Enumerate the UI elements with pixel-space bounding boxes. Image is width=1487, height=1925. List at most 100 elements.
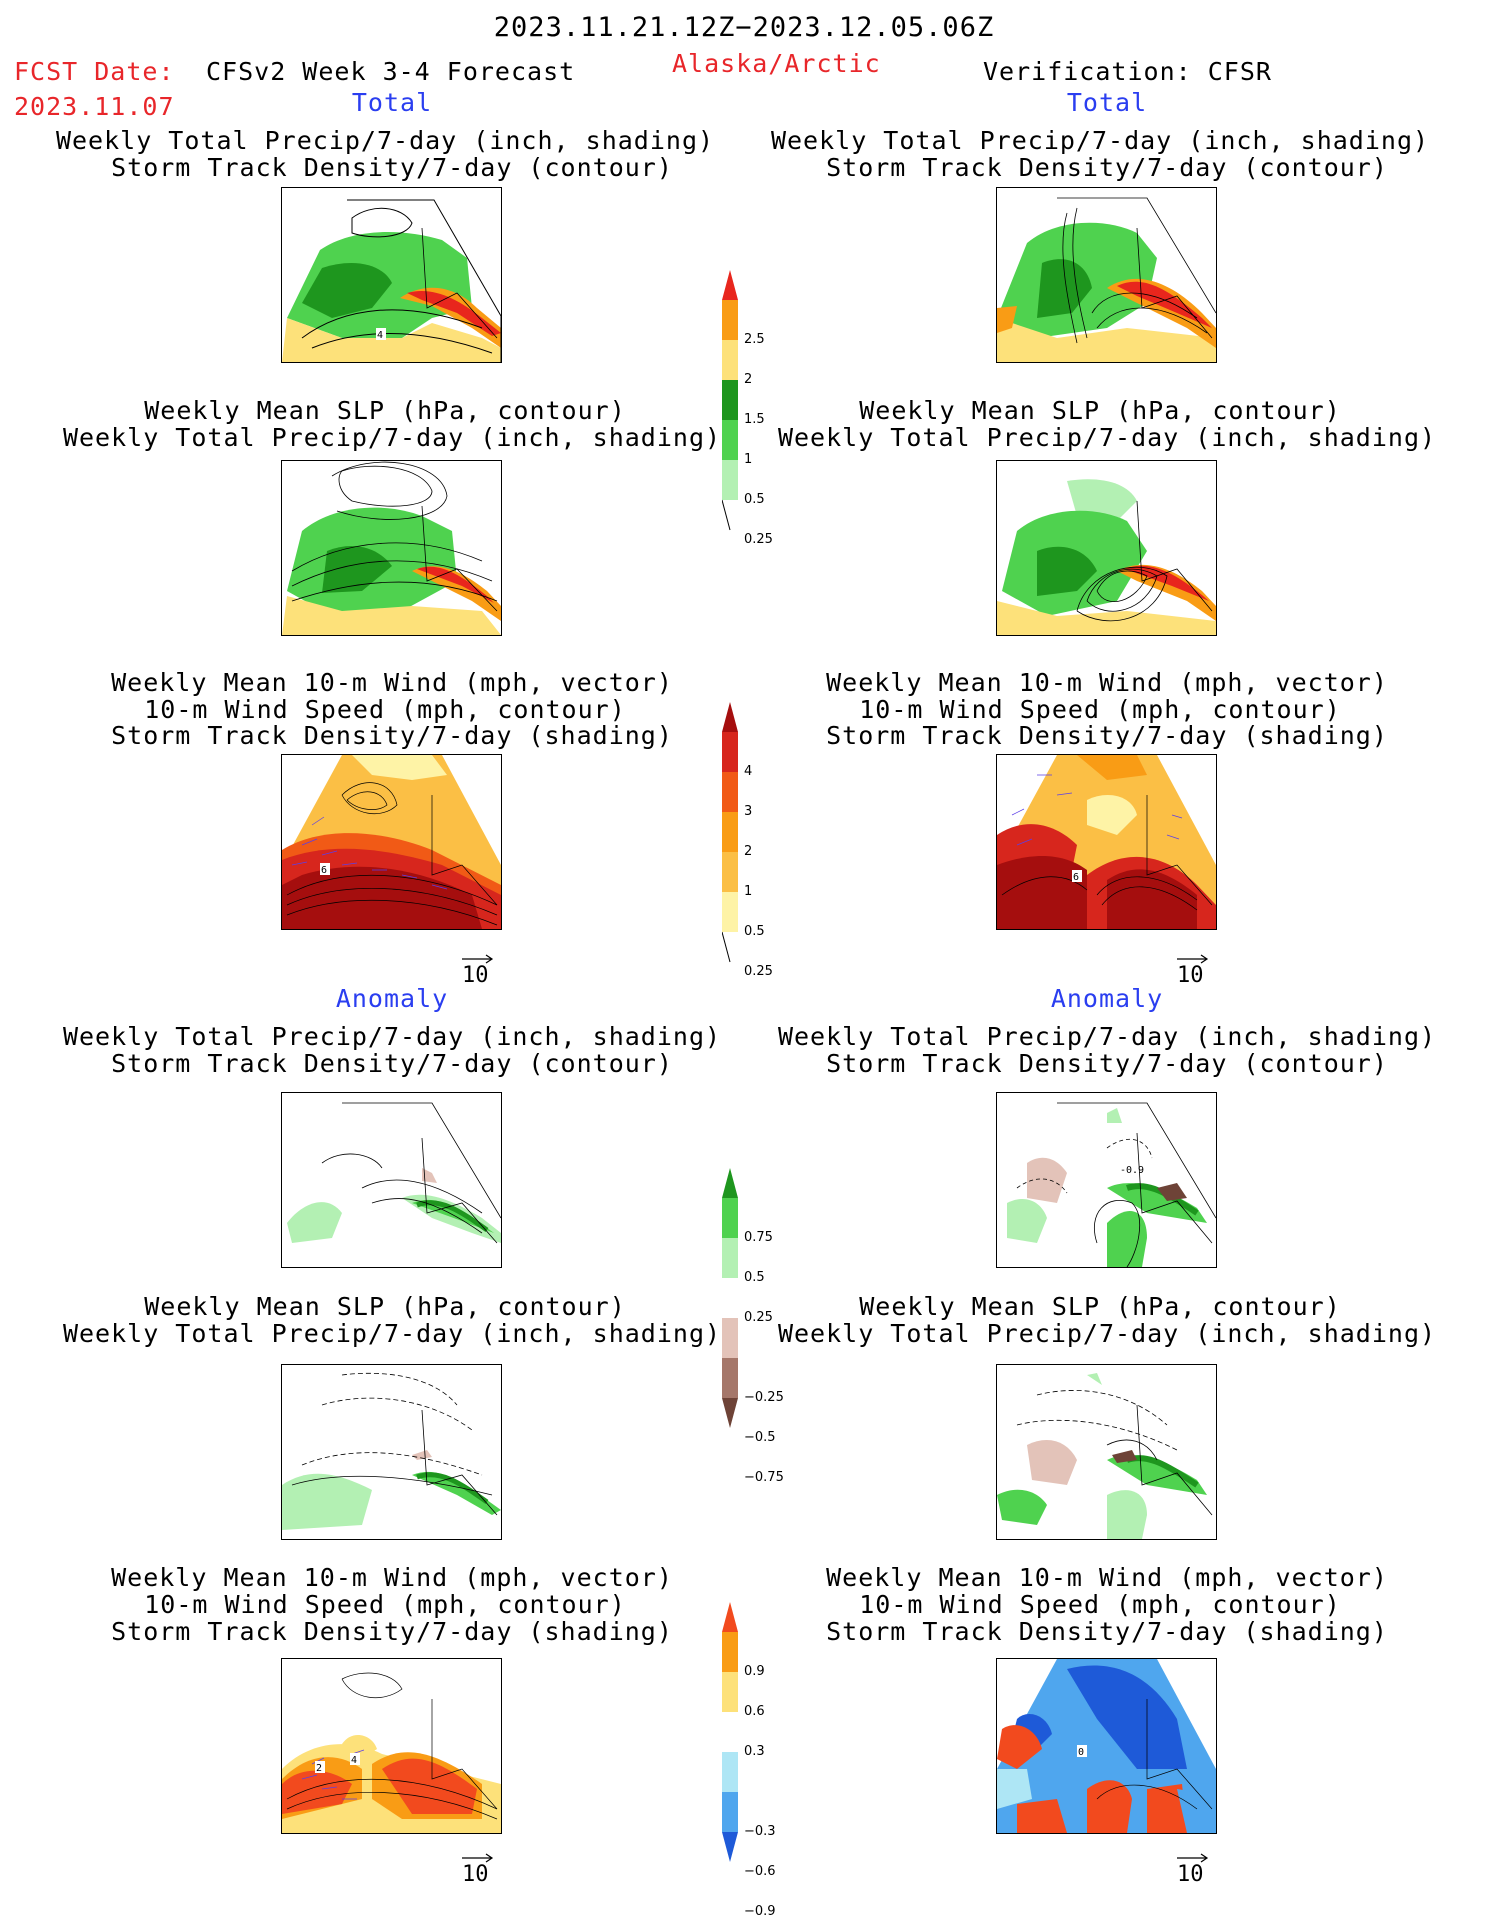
- colorbar-tick-label: 0.25: [744, 964, 773, 979]
- colorbar-tick-label: 0.5: [744, 1270, 765, 1285]
- product-title: CFSv2 Week 3-4 Forecast: [206, 57, 576, 86]
- title-r6-a: Weekly Mean 10-m Wind (mph, vector): [826, 1563, 1388, 1592]
- vector-ref-l-total: 10: [462, 954, 494, 988]
- colorbar-top-triangle: [722, 1168, 738, 1198]
- title-r2-a: Weekly Mean SLP (hPa, contour): [859, 396, 1341, 425]
- map-left-total-precip-storm: 4: [281, 187, 502, 363]
- colorbar-segment: [722, 1238, 738, 1278]
- map-right-total-wind: 6: [996, 754, 1217, 930]
- colorbar-tick-label: 0.5: [744, 924, 765, 939]
- title-l1-b: Storm Track Density/7-day (contour): [111, 153, 673, 182]
- colorbar-segment: [722, 1752, 738, 1792]
- colorbar-tick-label: −0.25: [744, 1390, 784, 1405]
- section-total-left: Total: [351, 88, 433, 117]
- title-r2-b: Weekly Total Precip/7-day (inch, shading…: [777, 423, 1437, 452]
- map-label: -0.9: [1120, 1165, 1144, 1176]
- title-r1-a: Weekly Total Precip/7-day (inch, shading…: [770, 126, 1430, 155]
- title-r4-a: Weekly Total Precip/7-day (inch, shading…: [777, 1022, 1437, 1051]
- vector-ref-label: 10: [1177, 963, 1204, 988]
- map-left-anom-precip-storm: [281, 1092, 502, 1268]
- colorbar-segment: [722, 420, 738, 460]
- colorbar-bottom-triangle: [722, 1398, 738, 1428]
- title-r6-c: Storm Track Density/7-day (shading): [826, 1617, 1388, 1646]
- colorbar-segment: [722, 1792, 738, 1832]
- colorbar-segment: [722, 1278, 738, 1318]
- colorbar-segment: [722, 732, 738, 772]
- title-r5-a: Weekly Mean SLP (hPa, contour): [859, 1292, 1341, 1321]
- colorbar-segment: [722, 1712, 738, 1752]
- title-l5-b: Weekly Total Precip/7-day (inch, shading…: [62, 1319, 722, 1348]
- colorbar-storm-anomaly: 0.9 0.6 0.3 −0.3 −0.6 −0.9: [722, 1602, 802, 1919]
- colorbar-precip-total: 2.5 2 1.5 1 0.5 0.25: [722, 270, 802, 555]
- colorbar-segment: [722, 1198, 738, 1238]
- colorbar-segment: [722, 892, 738, 932]
- vector-ref-label: 10: [1177, 1862, 1204, 1887]
- colorbar-segment: [722, 1632, 738, 1672]
- colorbar-tail: [722, 499, 731, 531]
- vector-ref-r-total: 10: [1177, 954, 1209, 988]
- map-right-anom-precip-storm: -0.9: [996, 1092, 1217, 1268]
- colorbar-tail: [722, 931, 731, 963]
- title-r4-b: Storm Track Density/7-day (contour): [826, 1049, 1388, 1078]
- colorbar-tick-label: −0.6: [744, 1864, 776, 1879]
- title-r3-c: Storm Track Density/7-day (shading): [826, 721, 1388, 750]
- colorbar-tick-label: 1: [744, 884, 753, 899]
- title-r3-b: 10-m Wind Speed (mph, contour): [859, 695, 1341, 724]
- title-l3-c: Storm Track Density/7-day (shading): [111, 721, 673, 750]
- map-right-total-slp-precip: [996, 460, 1217, 636]
- colorbar-segment: [722, 812, 738, 852]
- map-label: 0: [1078, 1747, 1084, 1758]
- fcst-date-label: FCST Date:: [14, 57, 175, 86]
- vector-ref-label: 10: [462, 1862, 489, 1887]
- section-total-right: Total: [1066, 88, 1148, 117]
- map-left-anom-slp-precip: [281, 1364, 502, 1540]
- map-label: 4: [377, 330, 383, 341]
- map-right-total-precip-storm: [996, 187, 1217, 363]
- section-anomaly-left: Anomaly: [335, 984, 449, 1013]
- colorbar-tick-label: −0.75: [744, 1470, 784, 1485]
- title-l6-a: Weekly Mean 10-m Wind (mph, vector): [111, 1563, 673, 1592]
- colorbar-bottom-triangle: [722, 1832, 738, 1862]
- title-r1-b: Storm Track Density/7-day (contour): [826, 153, 1388, 182]
- map-label: 2: [316, 1763, 322, 1774]
- fcst-date-value: 2023.11.07: [14, 92, 175, 121]
- title-l1-a: Weekly Total Precip/7-day (inch, shading…: [55, 126, 715, 155]
- colorbar-segment: [722, 1358, 738, 1398]
- title-l3-b: 10-m Wind Speed (mph, contour): [144, 695, 626, 724]
- colorbar-segment: [722, 340, 738, 380]
- colorbar-tick-label: 2.5: [744, 332, 765, 347]
- colorbar-segment: [722, 1672, 738, 1712]
- title-l6-b: 10-m Wind Speed (mph, contour): [144, 1590, 626, 1619]
- colorbar-tick-label: −0.3: [744, 1824, 776, 1839]
- verification-label: Verification: CFSR: [983, 57, 1272, 86]
- map-left-total-slp-precip: [281, 460, 502, 636]
- colorbar-tick-label: 1: [744, 452, 753, 467]
- region-title: Alaska/Arctic: [672, 49, 881, 78]
- colorbar-tick-label: 4: [744, 764, 753, 779]
- colorbar-tick-label: 0.3: [744, 1744, 765, 1759]
- colorbar-segment: [722, 460, 738, 500]
- title-l4-b: Storm Track Density/7-day (contour): [111, 1049, 673, 1078]
- title-l2-a: Weekly Mean SLP (hPa, contour): [144, 396, 626, 425]
- title-l3-a: Weekly Mean 10-m Wind (mph, vector): [111, 668, 673, 697]
- title-r5-b: Weekly Total Precip/7-day (inch, shading…: [777, 1319, 1437, 1348]
- title-r3-a: Weekly Mean 10-m Wind (mph, vector): [826, 668, 1388, 697]
- map-right-anom-wind: 0: [996, 1658, 1217, 1834]
- colorbar-segment: [722, 772, 738, 812]
- colorbar-tick-label: 0.25: [744, 1310, 773, 1325]
- title-l2-b: Weekly Total Precip/7-day (inch, shading…: [62, 423, 722, 452]
- map-left-total-wind: 6: [281, 754, 502, 930]
- vector-ref-r-anom: 10: [1177, 1853, 1209, 1887]
- colorbar-tick-label: 0.75: [744, 1230, 773, 1245]
- title-r6-b: 10-m Wind Speed (mph, contour): [859, 1590, 1341, 1619]
- vector-ref-label: 10: [462, 963, 489, 988]
- colorbar-tick-label: 0.6: [744, 1704, 765, 1719]
- colorbar-segment: [722, 1318, 738, 1358]
- colorbar-tick-label: 0.25: [744, 532, 773, 547]
- colorbar-segment: [722, 300, 738, 340]
- colorbar-tick-label: −0.9: [744, 1904, 776, 1919]
- map-label: 6: [1073, 872, 1079, 883]
- map-label: 4: [351, 1755, 357, 1766]
- title-l6-c: Storm Track Density/7-day (shading): [111, 1617, 673, 1646]
- title-l4-a: Weekly Total Precip/7-day (inch, shading…: [62, 1022, 722, 1051]
